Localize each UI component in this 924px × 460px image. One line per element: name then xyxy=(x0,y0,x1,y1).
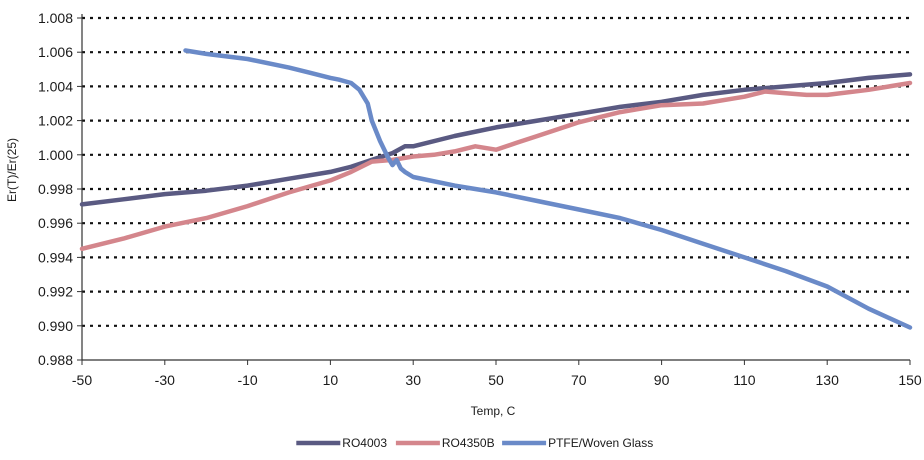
y-tick-label: 0.996 xyxy=(38,215,73,231)
x-tick-label: 70 xyxy=(571,372,587,388)
y-tick-label: 1.000 xyxy=(38,147,73,163)
grid-lines xyxy=(82,16,910,327)
x-tick-label: 30 xyxy=(405,372,421,388)
series-lines xyxy=(79,48,913,330)
y-tick-label: 1.006 xyxy=(38,44,73,60)
y-tick-label: 1.008 xyxy=(38,10,73,26)
legend: RO4003 RO4350B PTFE/Woven Glass xyxy=(296,436,653,450)
x-tick-label: 110 xyxy=(733,372,756,388)
x-tick-label: 150 xyxy=(898,372,922,388)
x-tick-label: 50 xyxy=(488,372,504,388)
axes xyxy=(77,14,911,365)
series-line-ptfe-woven-glass xyxy=(183,48,913,330)
y-tick-label: 1.004 xyxy=(38,78,73,94)
y-tick-label: 0.992 xyxy=(38,284,73,300)
x-tick-label: -30 xyxy=(155,372,175,388)
legend-label-ro4003: RO4003 xyxy=(342,436,387,450)
y-tick-label: 1.002 xyxy=(38,113,73,129)
y-tick-label: 0.988 xyxy=(38,352,73,368)
y-tick-label: 0.998 xyxy=(38,181,73,197)
tick-labels: 0.988 0.990 0.992 0.994 0.996 0.998 1.000 1.002… xyxy=(38,10,922,388)
legend-label-ro4350b: RO4350B xyxy=(442,436,495,450)
y-tick-label: 0.990 xyxy=(38,318,73,334)
series-line-ro4003 xyxy=(79,72,913,207)
x-axis-title: Temp, C xyxy=(471,404,516,418)
x-tick-label: 10 xyxy=(323,372,339,388)
y-axis-title: Er(T)/Er(25) xyxy=(5,138,19,202)
x-tick-label: -50 xyxy=(72,372,92,388)
series-line-ro4350b xyxy=(79,80,913,252)
x-tick-label: 130 xyxy=(816,372,840,388)
x-tick-label: -10 xyxy=(237,372,257,388)
x-tick-label: 90 xyxy=(654,372,670,388)
legend-label-ptfe-woven-glass: PTFE/Woven Glass xyxy=(548,436,653,450)
y-tick-label: 0.994 xyxy=(38,249,73,265)
